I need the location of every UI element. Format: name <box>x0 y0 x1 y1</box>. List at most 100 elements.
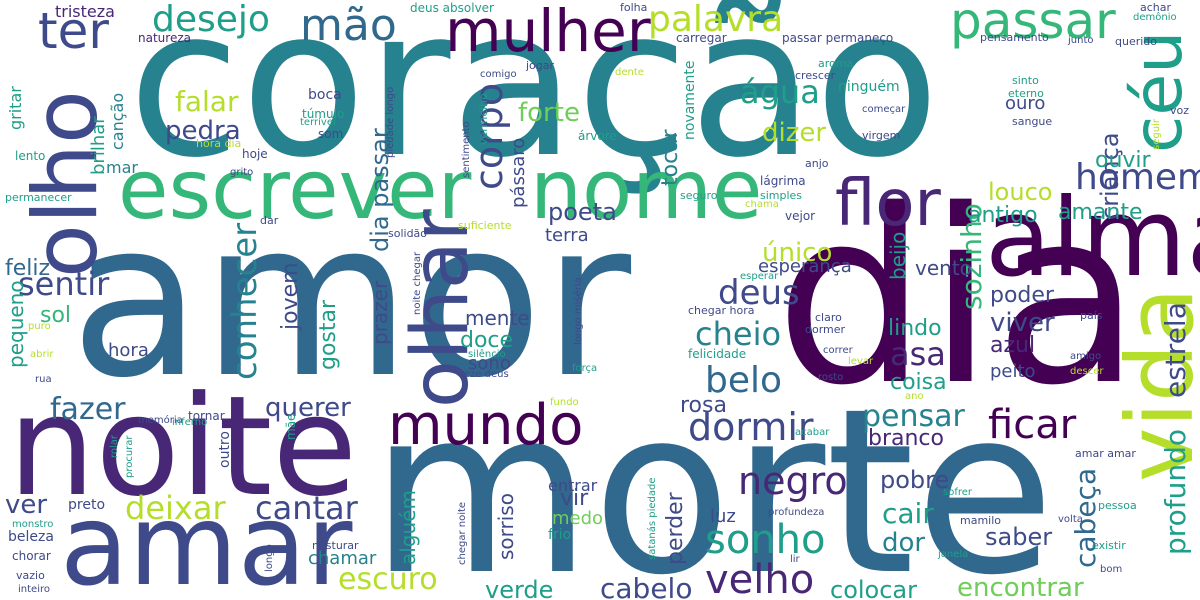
word: bom <box>1100 564 1123 575</box>
word: desejo <box>152 0 270 40</box>
word: tristeza <box>55 2 115 21</box>
word: piedade longo <box>385 86 396 158</box>
word: nome <box>530 143 763 238</box>
word: crescer <box>795 69 836 82</box>
word: pássaro <box>508 137 529 208</box>
word: grito <box>230 167 254 178</box>
word: negro <box>738 459 848 503</box>
word: satanás piedade <box>647 477 658 561</box>
word: azul <box>990 333 1036 358</box>
word: chegar hora <box>688 304 755 317</box>
word: ninguém <box>838 79 900 95</box>
word: estrela <box>1159 302 1192 398</box>
word: som <box>318 127 344 141</box>
word: amar <box>60 481 353 600</box>
word: força <box>572 363 598 374</box>
word: memória <box>138 415 183 426</box>
word: amor <box>70 174 632 425</box>
word: asa <box>890 335 946 373</box>
word: inteiro <box>18 584 50 595</box>
word: país <box>1080 309 1103 322</box>
word: único <box>762 238 833 268</box>
word: alma <box>985 176 1200 301</box>
word: permanecer <box>5 191 72 204</box>
word: frio <box>548 527 572 543</box>
word: dar <box>260 214 279 227</box>
word: coração <box>128 0 940 203</box>
word: canção <box>108 92 127 150</box>
word: sinto <box>1012 74 1039 87</box>
word: vazio <box>16 569 45 582</box>
word: acabar <box>795 427 830 438</box>
word: sonho <box>705 517 826 563</box>
word: sol <box>40 303 72 328</box>
word: homem <box>1075 157 1200 198</box>
word: lir <box>790 554 800 565</box>
word: flor <box>835 167 941 241</box>
word: vir <box>560 486 589 511</box>
word: tocar <box>658 129 683 186</box>
word: folha <box>620 1 648 14</box>
word: falar <box>175 85 239 118</box>
word: morte <box>370 359 1056 600</box>
word: profundeza <box>768 507 825 518</box>
word: belo <box>705 360 783 401</box>
word: doce <box>460 328 514 353</box>
word: prazer <box>368 280 392 345</box>
word: sorriso <box>494 493 518 560</box>
word: pobre <box>880 466 950 494</box>
word: dormir <box>688 405 814 449</box>
word: cantar <box>255 489 358 527</box>
word: ver <box>5 490 48 520</box>
word: cair <box>882 497 934 530</box>
word: luz <box>710 506 736 527</box>
word: forte <box>518 98 580 128</box>
word: esperar <box>740 271 779 282</box>
word: reze deus <box>460 369 509 380</box>
word: ficar <box>988 402 1077 448</box>
word: rua <box>35 374 52 385</box>
word: carregar <box>676 31 727 45</box>
word: hoje <box>242 147 268 161</box>
word: saber <box>985 523 1053 551</box>
word: sentimento <box>461 121 472 178</box>
word: ter <box>38 2 109 60</box>
word: solidão <box>388 227 428 240</box>
word: poder <box>990 283 1054 308</box>
word: longo miséria <box>573 277 584 345</box>
word: branco <box>868 426 944 451</box>
word: suficiente <box>458 219 512 232</box>
word: sentir <box>18 265 110 303</box>
word: poeta <box>548 198 617 226</box>
word: hora dia <box>196 137 242 150</box>
word: abrir <box>30 349 54 360</box>
word: sofrer <box>943 487 973 498</box>
word: terra <box>545 225 589 246</box>
word: ano <box>905 391 924 402</box>
word: puro <box>28 321 51 332</box>
word: gostar <box>316 299 341 370</box>
word: escuro <box>338 562 438 597</box>
word: longo <box>264 544 275 572</box>
word: cheio <box>695 315 782 353</box>
word: chegar noite <box>457 501 468 565</box>
word: existir <box>1092 539 1126 552</box>
word: virgem <box>862 129 901 142</box>
word: mãe <box>284 413 298 440</box>
word: querido <box>1115 35 1158 48</box>
word: pensar <box>862 399 965 434</box>
word: procurar <box>124 435 135 478</box>
word: viver <box>990 308 1055 338</box>
word: sangue <box>1012 115 1053 128</box>
word: chama <box>745 199 779 210</box>
word: escrever <box>118 143 472 238</box>
word: hora <box>108 340 149 361</box>
word: lindo <box>888 316 942 341</box>
word: vejor <box>785 209 816 223</box>
word: natureza <box>138 31 191 45</box>
word: colocar <box>830 576 917 600</box>
word: junto <box>1068 35 1094 46</box>
word: alguém <box>396 490 420 565</box>
word: dor <box>882 528 926 558</box>
word: dormer <box>805 323 846 336</box>
